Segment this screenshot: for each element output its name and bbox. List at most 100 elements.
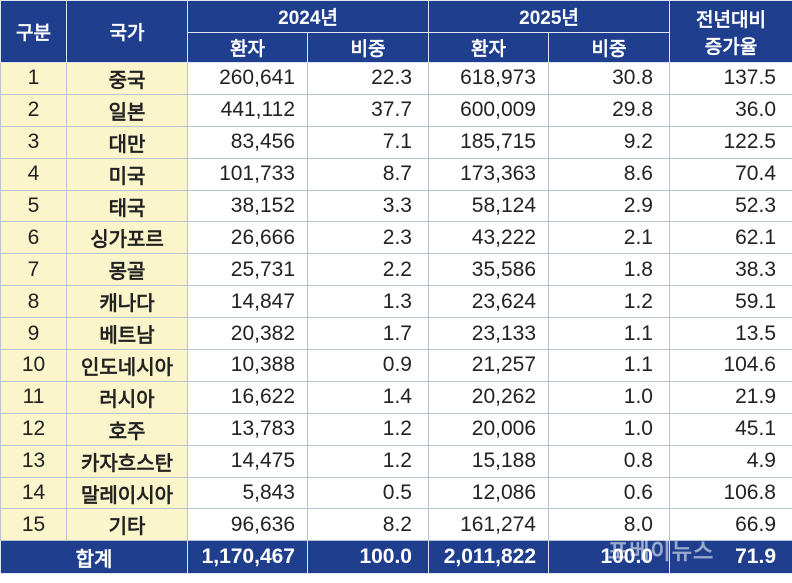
table-row: 15 기타 96,636 8.2 161,274 8.0 66.9	[0, 508, 792, 542]
cell-rank: 3	[0, 125, 67, 159]
cell-share-2024: 1.2	[307, 444, 429, 478]
cell-share-2025: 0.6	[548, 476, 670, 510]
cell-growth: 4.9	[669, 444, 792, 478]
cell-share-2025: 1.2	[548, 285, 670, 319]
cell-growth: 38.3	[669, 253, 792, 287]
cell-share-2024: 8.7	[307, 157, 429, 191]
cell-share-2025: 2.1	[548, 221, 670, 255]
cell-country: 캐나다	[66, 285, 188, 319]
table-row: 13 카자흐스탄 14,475 1.2 15,188 0.8 4.9	[0, 444, 792, 478]
cell-growth: 45.1	[669, 412, 792, 446]
cell-growth: 59.1	[669, 285, 792, 319]
table-row: 3 대만 83,456 7.1 185,715 9.2 122.5	[0, 125, 792, 159]
total-growth: 71.9	[669, 540, 792, 575]
header-year-2024: 2024년	[187, 0, 429, 33]
cell-country: 베트남	[66, 317, 188, 351]
cell-rank: 14	[0, 476, 67, 510]
cell-rank: 13	[0, 444, 67, 478]
header-growth: 전년대비 증가율	[669, 0, 792, 63]
cell-patients-2024: 10,388	[187, 349, 308, 382]
total-share-2025: 100.0	[548, 540, 670, 575]
cell-patients-2025: 12,086	[428, 476, 549, 510]
cell-country: 몽골	[66, 253, 188, 287]
cell-patients-2024: 14,847	[187, 285, 308, 319]
cell-share-2024: 1.2	[307, 412, 429, 446]
cell-share-2025: 8.6	[548, 157, 670, 191]
cell-rank: 8	[0, 285, 67, 319]
cell-share-2025: 1.8	[548, 253, 670, 287]
table-row: 8 캐나다 14,847 1.3 23,624 1.2 59.1	[0, 285, 792, 319]
table-row: 4 미국 101,733 8.7 173,363 8.6 70.4	[0, 157, 792, 191]
cell-growth: 13.5	[669, 317, 792, 351]
cell-share-2024: 1.4	[307, 380, 429, 414]
table-row: 9 베트남 20,382 1.7 23,133 1.1 13.5	[0, 317, 792, 351]
cell-rank: 2	[0, 93, 67, 127]
cell-growth: 106.8	[669, 476, 792, 510]
header-rank: 구분	[0, 0, 67, 63]
header-year-2025: 2025년	[428, 0, 670, 33]
cell-patients-2025: 23,624	[428, 285, 549, 319]
cell-rank: 9	[0, 317, 67, 351]
cell-country: 카자흐스탄	[66, 444, 188, 478]
table-row: 5 태국 38,152 3.3 58,124 2.9 52.3	[0, 189, 792, 223]
header-share-2024: 비중	[307, 32, 429, 63]
cell-rank: 6	[0, 221, 67, 255]
table-footer: 합계 1,170,467 100.0 2,011,822 100.0 71.9	[0, 540, 792, 575]
cell-share-2024: 22.3	[307, 62, 429, 95]
header-patients-2024: 환자	[187, 32, 308, 63]
cell-share-2024: 8.2	[307, 508, 429, 542]
cell-country: 말레이시아	[66, 476, 188, 510]
cell-patients-2024: 101,733	[187, 157, 308, 191]
cell-share-2024: 1.7	[307, 317, 429, 351]
cell-patients-2025: 161,274	[428, 508, 549, 542]
table-row: 12 호주 13,783 1.2 20,006 1.0 45.1	[0, 412, 792, 446]
cell-share-2024: 2.2	[307, 253, 429, 287]
cell-patients-2024: 25,731	[187, 253, 308, 287]
table-header: 구분 국가 2024년 2025년 전년대비 증가율 환자 비중 환자 비중	[0, 0, 792, 63]
cell-patients-2025: 15,188	[428, 444, 549, 478]
cell-share-2025: 1.1	[548, 317, 670, 351]
cell-patients-2025: 43,222	[428, 221, 549, 255]
cell-share-2024: 0.5	[307, 476, 429, 510]
cell-growth: 122.5	[669, 125, 792, 159]
cell-country: 태국	[66, 189, 188, 223]
cell-growth: 52.3	[669, 189, 792, 223]
cell-rank: 7	[0, 253, 67, 287]
header-patients-2025: 환자	[428, 32, 549, 63]
cell-rank: 5	[0, 189, 67, 223]
cell-rank: 4	[0, 157, 67, 191]
cell-share-2025: 9.2	[548, 125, 670, 159]
header-share-2025: 비중	[548, 32, 670, 63]
table-body: 1 중국 260,641 22.3 618,973 30.8 137.5 2 일본 441,112…	[0, 62, 792, 542]
cell-share-2024: 1.3	[307, 285, 429, 319]
cell-patients-2025: 20,262	[428, 380, 549, 414]
cell-growth: 66.9	[669, 508, 792, 542]
cell-share-2024: 3.3	[307, 189, 429, 223]
table-row: 7 몽골 25,731 2.2 35,586 1.8 38.3	[0, 253, 792, 287]
header-growth-line1: 전년대비	[696, 9, 766, 31]
table-row: 11 러시아 16,622 1.4 20,262 1.0 21.9	[0, 380, 792, 414]
cell-patients-2025: 20,006	[428, 412, 549, 446]
cell-growth: 137.5	[669, 62, 792, 95]
cell-country: 호주	[66, 412, 188, 446]
cell-growth: 104.6	[669, 349, 792, 382]
cell-rank: 15	[0, 508, 67, 542]
total-share-2024: 100.0	[307, 540, 429, 575]
cell-rank: 1	[0, 62, 67, 95]
cell-country: 싱가포르	[66, 221, 188, 255]
table-row: 10 인도네시아 10,388 0.9 21,257 1.1 104.6	[0, 349, 792, 382]
cell-patients-2024: 441,112	[187, 93, 308, 127]
header-country: 국가	[66, 0, 188, 63]
total-row: 합계 1,170,467 100.0 2,011,822 100.0 71.9	[0, 540, 792, 575]
cell-patients-2024: 96,636	[187, 508, 308, 542]
cell-share-2025: 8.0	[548, 508, 670, 542]
cell-share-2025: 0.8	[548, 444, 670, 478]
cell-patients-2024: 20,382	[187, 317, 308, 351]
table-row: 14 말레이시아 5,843 0.5 12,086 0.6 106.8	[0, 476, 792, 510]
cell-country: 기타	[66, 508, 188, 542]
cell-patients-2024: 26,666	[187, 221, 308, 255]
cell-patients-2024: 38,152	[187, 189, 308, 223]
cell-patients-2025: 21,257	[428, 349, 549, 382]
table-row: 2 일본 441,112 37.7 600,009 29.8 36.0	[0, 93, 792, 127]
